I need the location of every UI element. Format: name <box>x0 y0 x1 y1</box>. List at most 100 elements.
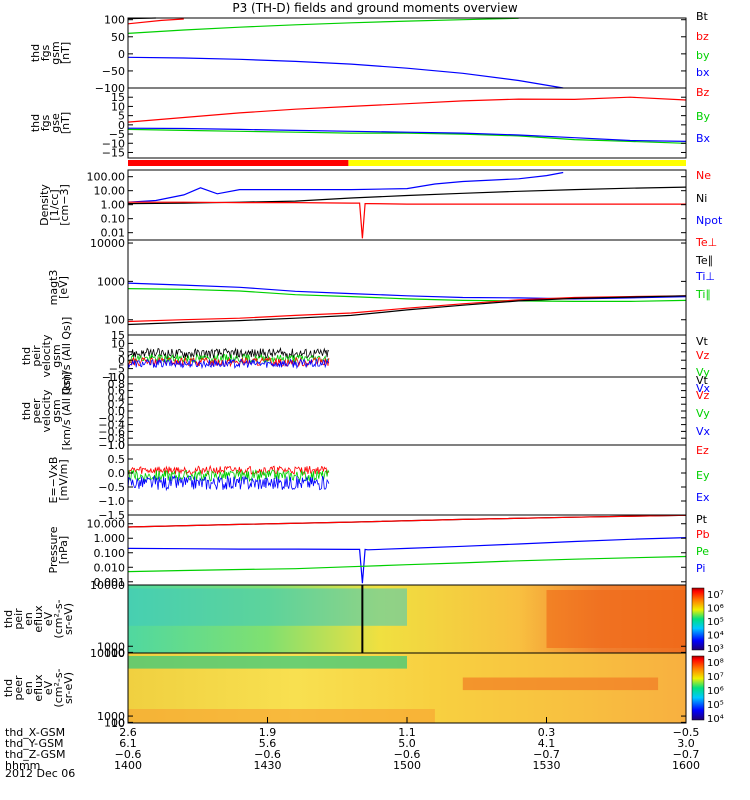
y-tick-label: −1.0 <box>98 439 125 452</box>
y-tick-label: 0.010 <box>94 561 126 574</box>
heatmap-low-energy-band <box>128 709 435 723</box>
y-tick-label: 10 <box>111 100 125 113</box>
x-axis-value: 1530 <box>533 759 561 772</box>
y-tick-label: 0.100 <box>94 547 126 560</box>
heatmap-peak-band <box>462 677 659 691</box>
y-tick-label: 10000 <box>90 647 125 660</box>
x-axis-value: −0.7 <box>533 748 560 761</box>
series-line-Pb <box>127 514 687 528</box>
legend-label: Vx <box>696 382 711 395</box>
y-axis-label-line: eflux <box>32 605 45 633</box>
y-tick-label: −15 <box>102 146 125 159</box>
y-axis-label-group: magt3[eV] <box>47 270 70 306</box>
y-axis-label-line: thd <box>2 679 15 697</box>
y-tick-label: 100.00 <box>87 171 126 184</box>
legend-label: bx <box>696 66 710 79</box>
y-axis-label-line: E=−VxB <box>47 457 60 504</box>
y-tick-label: 0.001 <box>94 576 126 589</box>
y-axis-label-line: sr-eV) <box>62 672 75 704</box>
y-axis-label-line: sr-eV) <box>62 603 75 635</box>
x-axis-value: 5.6 <box>259 737 277 750</box>
x-axis-row-label: hhmm <box>5 759 40 772</box>
legend-label: Ne <box>696 169 711 182</box>
y-tick-label: −5 <box>109 363 125 376</box>
colorbar-tick-label: 10⁶ <box>707 686 724 697</box>
x-axis-value: 1600 <box>672 759 700 772</box>
legend-label: Vz <box>696 349 710 362</box>
series-line-Ex <box>127 474 330 492</box>
y-tick-label: −10 <box>102 371 125 384</box>
colorbar-tick-label: 10⁵ <box>707 700 724 711</box>
y-axis-label-line: en <box>22 612 35 626</box>
x-axis-row-label: thd_Y-GSM <box>5 737 64 750</box>
panel-frame <box>127 334 687 378</box>
y-tick-label: 15 <box>111 329 125 342</box>
legend-label: Ti⊥ <box>695 270 715 283</box>
y-axis-label-line: [nPa] <box>57 536 70 564</box>
x-axis-value: −0.6 <box>115 748 142 761</box>
y-tick-label: 0.0 <box>108 467 126 480</box>
y-tick-label: 5 <box>118 110 125 123</box>
y-axis-label-group: Pressure[nPa] <box>47 526 70 573</box>
x-axis-value: 6.1 <box>119 737 137 750</box>
y-axis-label-line: (cm²-s- <box>52 599 65 638</box>
heatmap-high-energy-band <box>128 656 407 669</box>
legend-label: Ey <box>696 469 710 482</box>
y-tick-label: −10 <box>102 137 125 150</box>
y-tick-label: 0.6 <box>108 385 126 398</box>
y-tick-label: 10 <box>111 717 125 730</box>
y-tick-label: 1000 <box>97 275 125 288</box>
colorbar-tick-label: 10⁵ <box>707 617 724 628</box>
state-bar-red <box>128 160 349 166</box>
legend-label: Ez <box>696 444 709 457</box>
date-label: 2012 Dec 06 <box>5 767 76 780</box>
legend-label: Vy <box>696 407 710 420</box>
y-tick-label: 0.8 <box>108 378 126 391</box>
y-axis-label-group: Density[1/cc][cm−3] <box>38 184 71 226</box>
y-tick-label: −50 <box>102 65 125 78</box>
series-line-Vy <box>128 353 330 364</box>
series-line-Bz <box>127 96 687 123</box>
y-axis-label-line: gsm <box>50 399 63 422</box>
x-axis-row-label: thd_Z-GSM <box>5 748 65 761</box>
x-axis-row-label: thd_X-GSM <box>5 726 65 739</box>
y-tick-label: 10.000 <box>87 518 126 531</box>
panel-frame <box>127 87 687 159</box>
y-axis-label-line: fgs <box>39 44 52 61</box>
y-tick-label: 0.2 <box>108 398 126 411</box>
y-tick-label: −0.2 <box>98 412 125 425</box>
legend-label: Pt <box>696 513 708 526</box>
series-line-Ey <box>127 469 330 483</box>
legend-label: Vy <box>696 366 710 379</box>
x-axis-value: 1.9 <box>259 726 277 739</box>
y-tick-label: 50 <box>111 31 125 44</box>
y-tick-label: 100 <box>104 646 125 659</box>
series-line-Te∥ <box>127 295 687 326</box>
y-axis-label-line: peer <box>30 398 43 424</box>
x-axis-value: 1430 <box>254 759 282 772</box>
y-axis-label-line: velocity <box>40 389 53 432</box>
y-axis-label-line: eflux <box>32 674 45 702</box>
y-axis-label-line: peir <box>12 608 25 630</box>
y-axis-label-line: thd <box>29 44 42 62</box>
legend-label: by <box>696 49 710 62</box>
y-tick-label: 1.0 <box>108 439 126 452</box>
y-axis-label-line: peer <box>12 675 25 701</box>
colorbar-tick-label: 10⁷ <box>707 590 724 601</box>
x-axis-value: 1500 <box>393 759 421 772</box>
y-axis-label-line: magt3 <box>47 270 60 306</box>
colorbar-tick-label: 10⁴ <box>707 714 724 725</box>
legend-label: Pi <box>696 562 705 575</box>
x-axis-value: 5.0 <box>398 737 416 750</box>
x-axis-value: −0.5 <box>673 726 700 739</box>
y-axis-label-line: eV <box>42 680 55 695</box>
x-axis-value: 2.6 <box>119 726 137 739</box>
y-tick-label: 15 <box>111 91 125 104</box>
y-tick-label: 10 <box>111 647 125 660</box>
legend-label: Pe <box>696 545 709 558</box>
y-tick-label: −1.5 <box>98 509 125 522</box>
